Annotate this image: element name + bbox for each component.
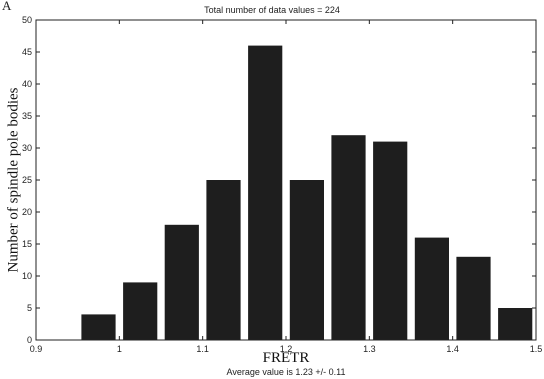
y-tick-label: 25 [22, 175, 32, 185]
y-tick-label: 20 [22, 207, 32, 217]
bars-group [81, 45, 533, 340]
bar-7 [331, 135, 366, 340]
x-tick-label: 1.5 [530, 344, 543, 354]
y-tick-label: 50 [22, 15, 32, 25]
x-tick-label: 1.4 [446, 344, 459, 354]
bar-3 [164, 224, 199, 340]
bar-6 [289, 180, 324, 340]
y-tick-label: 15 [22, 239, 32, 249]
bar-10 [456, 256, 491, 340]
bar-8 [373, 141, 408, 340]
average-note: Average value is 1.23 +/- 0.11 [226, 367, 346, 377]
x-axis-label: FRETR [262, 350, 310, 366]
x-tick-label: 1.1 [196, 344, 209, 354]
bar-1 [81, 314, 116, 340]
x-tick-label: 1 [117, 344, 122, 354]
x-tick-label: 0.9 [30, 344, 43, 354]
y-tick-label: 45 [22, 47, 32, 57]
y-tick-label: 0 [27, 335, 32, 345]
y-axis-ticks: 0 5 10 15 20 25 30 35 40 45 50 [22, 15, 536, 345]
bar-11 [498, 308, 533, 340]
y-tick-label: 40 [22, 79, 32, 89]
x-tick-label: 1.3 [363, 344, 376, 354]
bar-5 [248, 45, 283, 340]
x-tick-label: 1.2 [280, 344, 293, 354]
y-tick-label: 10 [22, 271, 32, 281]
y-tick-label: 5 [27, 303, 32, 313]
y-axis-label: Number of spindle pole bodies [5, 87, 22, 273]
panel-letter: A [2, 0, 12, 13]
y-tick-label: 30 [22, 143, 32, 153]
bar-2 [123, 282, 158, 340]
chart-title: Total number of data values = 224 [204, 5, 340, 15]
bar-9 [414, 237, 449, 340]
y-tick-label: 35 [22, 111, 32, 121]
x-axis-ticks: 0.9 1 1.1 1.2 1.3 1.4 1.5 [30, 20, 543, 354]
bar-4 [206, 180, 241, 340]
